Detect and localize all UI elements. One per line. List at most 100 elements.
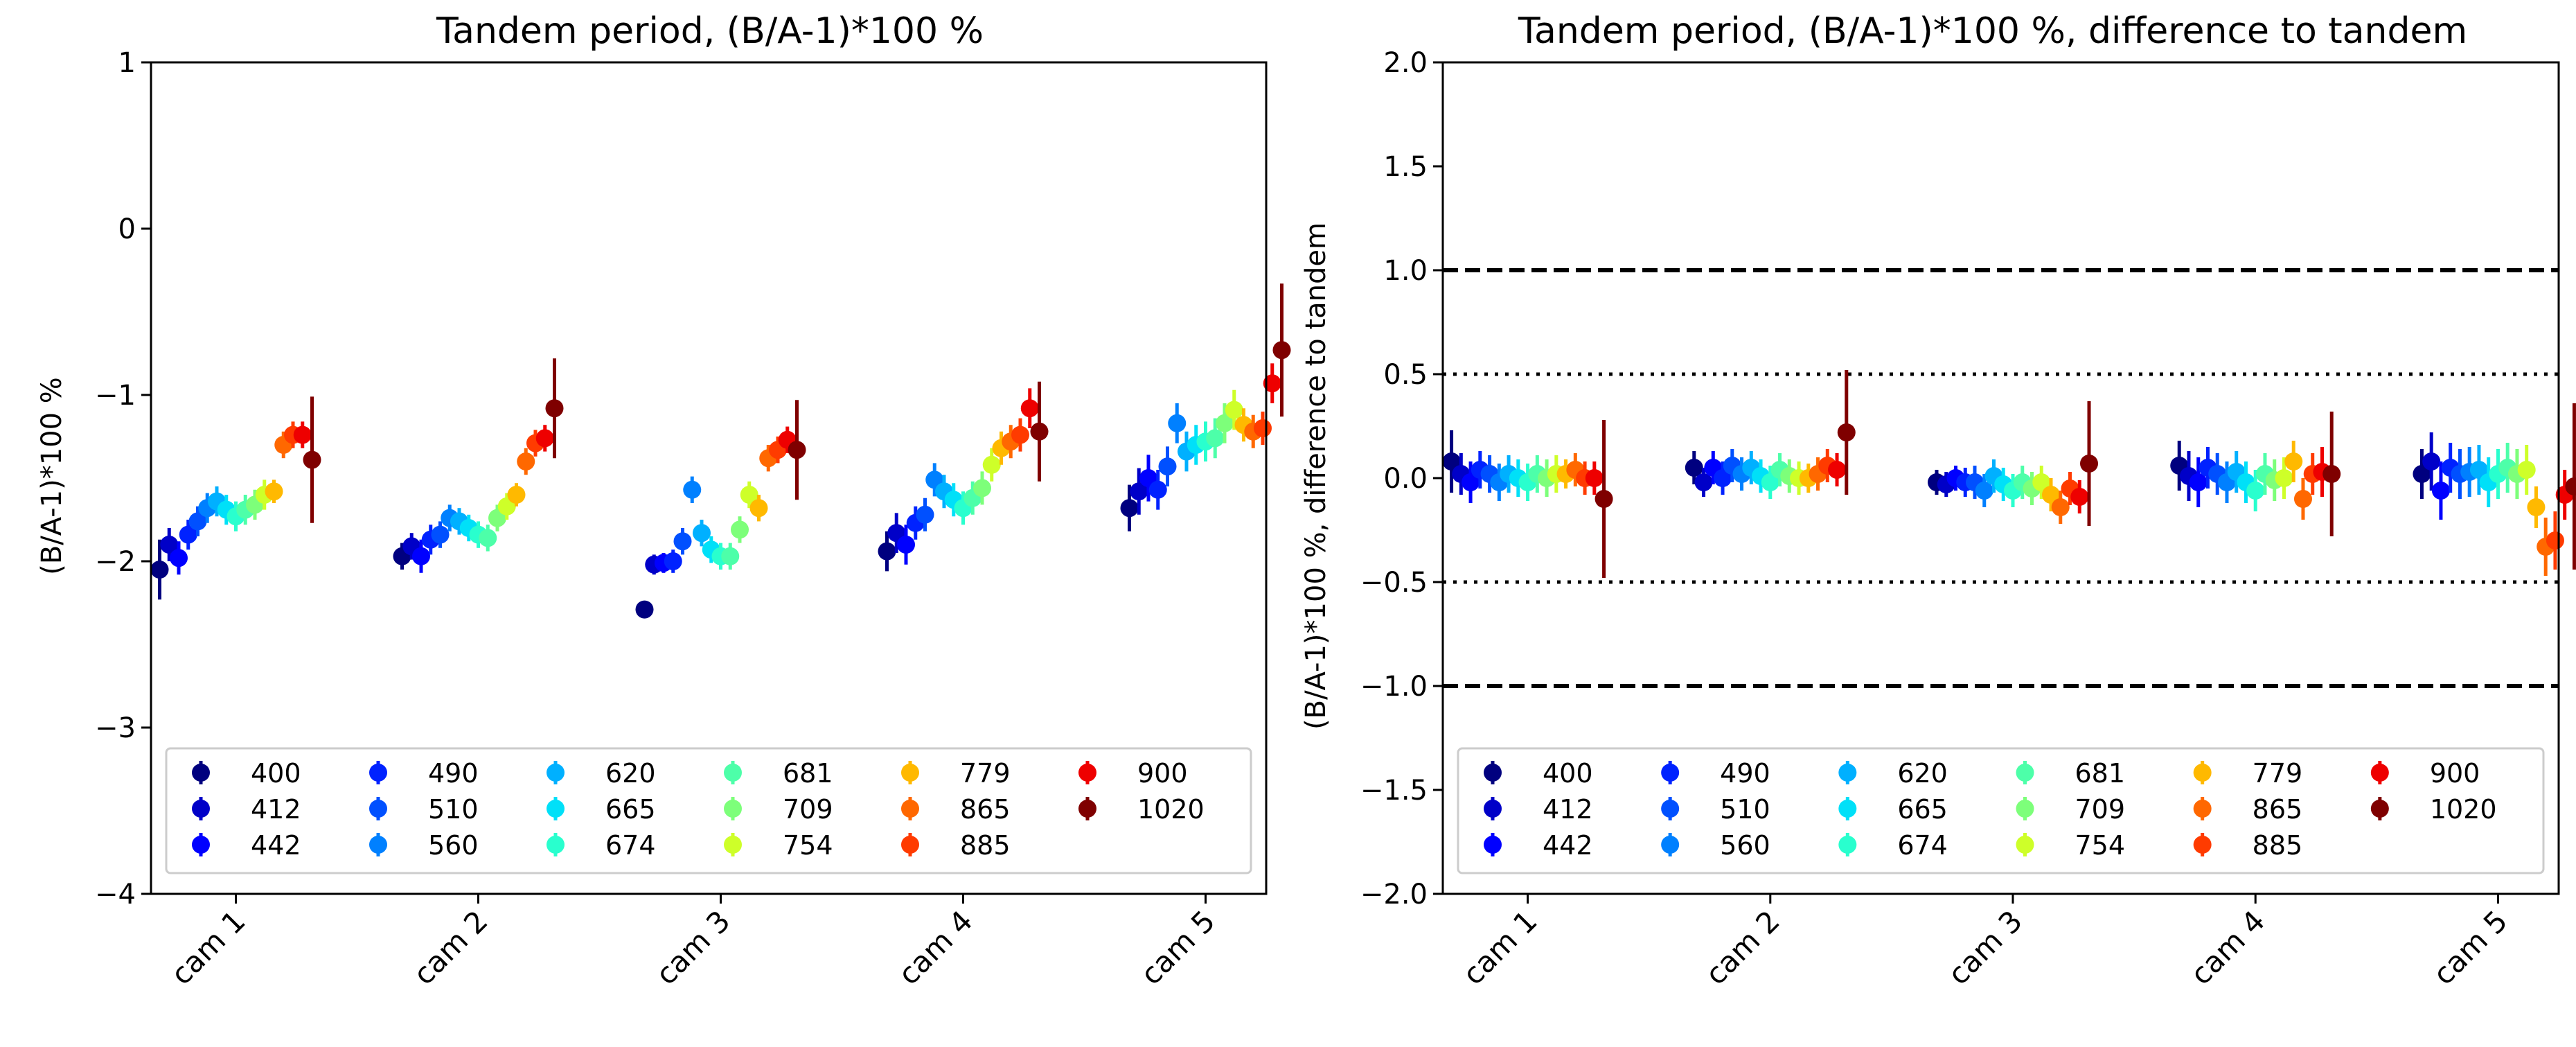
chart-1-point <box>749 499 768 518</box>
chart-1-legend-label: 681 <box>783 758 833 789</box>
chart-1-legend-marker <box>369 764 387 782</box>
chart-1-title: Tandem period, (B/A-1)*100 % <box>436 10 984 52</box>
chart-1-legend-box <box>165 747 1252 874</box>
chart-1-ytick-label: −3 <box>95 712 136 744</box>
chart-2-point <box>2431 482 2450 500</box>
chart-1-legend-label: 400 <box>251 758 301 789</box>
chart-2-ytick-label: 1.0 <box>1383 255 1428 287</box>
chart-2-ytick-label: 0.0 <box>1383 463 1428 495</box>
chart-1-point <box>916 505 934 524</box>
chart-1-ylabel: (B/A-1)*100 % <box>36 377 68 575</box>
chart-2-point <box>2080 455 2099 473</box>
chart-1-legend-marker <box>724 764 742 782</box>
chart-2-point <box>2546 531 2564 549</box>
chart-2-legend-label: 412 <box>1543 794 1593 825</box>
chart-2-ytick-label: −1.0 <box>1360 671 1428 703</box>
chart-1-legend-marker <box>369 800 387 818</box>
chart-1-point <box>1168 414 1187 432</box>
chart-2-legend-label: 681 <box>2075 758 2126 789</box>
chart-1-point <box>179 525 197 544</box>
chart-2-legend-marker <box>1838 764 1857 782</box>
chart-1-legend-label: 510 <box>428 794 479 825</box>
chart-1-legend: 400 412 442 490 510 560 620 665 674 681 709 754 779 8… <box>165 747 1252 874</box>
chart-2-legend-label: 560 <box>1720 830 1770 861</box>
chart-2-ytick-label: 0.5 <box>1383 359 1428 391</box>
chart-1-point <box>1030 422 1049 441</box>
chart-1-point <box>431 525 450 544</box>
chart-2-legend-label: 620 <box>1897 758 1948 789</box>
chart-2-legend-label: 754 <box>2075 830 2126 861</box>
chart-1-legend-label: 665 <box>605 794 656 825</box>
chart-2-legend-label: 779 <box>2253 758 2303 789</box>
chart-1-point <box>721 547 740 565</box>
chart-1-ytick-label: −4 <box>95 879 136 910</box>
chart-1-point <box>1216 414 1234 432</box>
chart-2-point <box>1975 482 1993 500</box>
chart-2-legend-label: 1020 <box>2430 794 2497 825</box>
chart-2-legend-marker <box>2193 836 2212 854</box>
chart-2-legend-marker <box>2193 764 2212 782</box>
chart-2-legend-label: 885 <box>2253 830 2303 861</box>
chart-2-legend-label: 442 <box>1543 830 1593 861</box>
chart-2-point <box>2565 477 2576 495</box>
chart-1-point <box>150 561 169 579</box>
chart-2-ytick-label: −2.0 <box>1360 879 1428 910</box>
chart-1-legend-label: 865 <box>960 794 1011 825</box>
chart-1-legend-marker <box>901 764 919 782</box>
chart-2-point <box>2051 498 2070 516</box>
chart-2-point <box>1837 423 1856 441</box>
chart-2-legend-label: 665 <box>1897 794 1948 825</box>
chart-2-point <box>1828 461 1847 479</box>
chart-2-legend-box <box>1457 747 2545 874</box>
chart-2-point <box>2042 486 2061 504</box>
chart-1-legend-marker <box>547 800 565 818</box>
chart-1-point <box>673 532 692 551</box>
chart-1-point <box>517 452 535 470</box>
chart-1-point <box>878 542 896 561</box>
chart-1-legend-label: 442 <box>251 830 301 861</box>
chart-1-legend-label: 412 <box>251 794 301 825</box>
chart-2-legend-marker <box>2193 800 2212 818</box>
chart-2-legend-marker <box>2016 836 2034 854</box>
chart-1-point <box>982 455 1001 474</box>
chart-1-point <box>293 425 312 444</box>
chart-2-ytick-label: 2.0 <box>1383 47 1428 79</box>
chart-1-point <box>897 536 915 554</box>
chart-2-legend-marker <box>2016 800 2034 818</box>
chart-2-legend-marker <box>2370 764 2389 782</box>
chart-1-legend-marker <box>724 836 742 854</box>
chart-1-point <box>479 529 497 547</box>
chart-1-point <box>693 524 711 543</box>
chart-1-point <box>1263 374 1281 393</box>
chart-2-point <box>1761 473 1779 491</box>
chart-2-point <box>2189 473 2208 491</box>
chart-1-legend-marker <box>192 764 210 782</box>
chart-1-point <box>1020 399 1039 418</box>
chart-1-point <box>731 520 749 539</box>
chart-1-legend-marker <box>192 800 210 818</box>
chart-1-legend-label: 754 <box>783 830 833 861</box>
chart-1-point <box>788 441 806 459</box>
chart-1-ytick-label: −2 <box>95 546 136 578</box>
chart-1-point <box>1158 457 1177 476</box>
chart-1-legend-label: 900 <box>1137 758 1188 789</box>
chart-2-legend-label: 709 <box>2075 794 2126 825</box>
chart-2-point <box>1694 473 1713 491</box>
chart-1-point <box>160 536 179 554</box>
chart-1-legend-label: 779 <box>960 758 1011 789</box>
chart-2-legend-label: 510 <box>1720 794 1770 825</box>
chart-2-legend-label: 865 <box>2253 794 2303 825</box>
chart-1-legend-marker <box>547 764 565 782</box>
chart-1-axes-frame <box>150 61 1268 895</box>
chart-1-legend-marker <box>369 836 387 854</box>
chart-2-point <box>2413 465 2431 483</box>
chart-1-point <box>740 486 758 504</box>
chart-1-legend-label: 1020 <box>1137 794 1205 825</box>
chart-2-legend-label: 400 <box>1543 758 1593 789</box>
chart-1-point <box>1120 499 1139 518</box>
chart-2-point <box>1585 469 1604 487</box>
chart-1-point <box>1254 419 1272 437</box>
chart-2-point <box>2517 461 2536 479</box>
chart-2-point <box>2070 488 2089 506</box>
chart-2-ytick-label: −0.5 <box>1360 567 1428 599</box>
